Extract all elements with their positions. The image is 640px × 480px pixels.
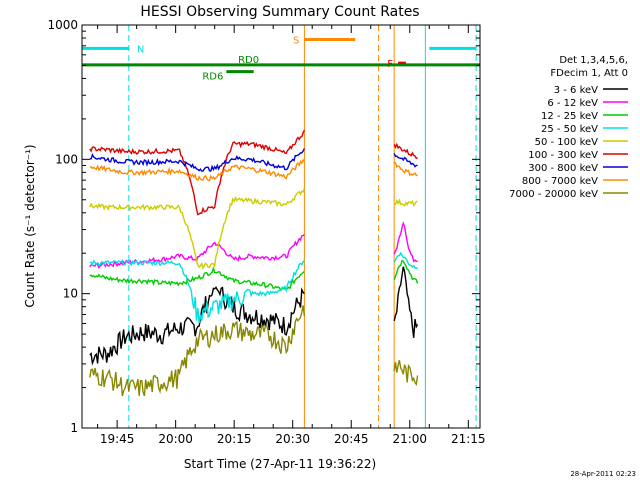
series-line xyxy=(393,153,418,168)
legend-header-2: FDecim 1, Att 0 xyxy=(550,68,628,79)
legend-label: 50 - 100 keV xyxy=(535,137,599,148)
y-axis-label: Count Rate (s⁻¹ detector⁻¹) xyxy=(23,144,37,307)
series-line xyxy=(89,158,305,182)
x-tick-label: 20:30 xyxy=(275,432,310,446)
x-tick-label: 19:45 xyxy=(100,432,135,446)
plot-frame xyxy=(81,24,481,429)
legend: Det 1,3,4,5,6, FDecim 1, Att 0 3 - 6 keV… xyxy=(509,55,628,200)
series-line xyxy=(393,221,418,263)
x-tick-label: 20:00 xyxy=(158,432,193,446)
legend-label: 25 - 50 keV xyxy=(541,124,598,135)
series-line xyxy=(393,161,418,177)
y-axis-ticks: 1 10 100 1000 xyxy=(47,18,480,435)
legend-label: 12 - 25 keV xyxy=(541,111,598,122)
x-tick-label: 21:00 xyxy=(392,432,427,446)
annotation-label: N xyxy=(137,44,144,55)
series-lines xyxy=(89,129,419,397)
y-tick-label: 10 xyxy=(63,287,78,301)
series-line xyxy=(89,266,305,292)
legend-label: 7000 - 20000 keV xyxy=(509,189,598,200)
y-tick-label: 1 xyxy=(70,421,78,435)
series-line xyxy=(89,259,305,324)
x-axis-ticks: 19:45 20:00 20:15 20:30 20:45 21:00 21:15 xyxy=(97,25,486,446)
mode-annotations: NSFRD0RD6 xyxy=(82,35,480,83)
series-line xyxy=(394,198,418,207)
series-line xyxy=(393,142,418,160)
series-line xyxy=(89,286,305,366)
series-line xyxy=(393,251,418,270)
series-line xyxy=(393,259,419,284)
annotation-label: RD0 xyxy=(238,55,259,66)
chart-title: HESSI Observing Summary Count Rates xyxy=(140,4,419,20)
series-line xyxy=(393,360,419,386)
series-line xyxy=(89,148,306,172)
series-line xyxy=(393,266,419,338)
x-axis-label: Start Time (27-Apr-11 19:36:22) xyxy=(184,457,376,471)
legend-label: 3 - 6 keV xyxy=(554,85,598,96)
series-line xyxy=(89,129,306,216)
annotation-label: RD6 xyxy=(202,72,223,83)
legend-label: 800 - 7000 keV xyxy=(522,176,598,187)
x-tick-label: 21:15 xyxy=(451,432,486,446)
vertical-markers xyxy=(81,25,477,428)
legend-label: 100 - 300 keV xyxy=(528,150,598,161)
annotation-label: S xyxy=(293,35,299,46)
series-line xyxy=(89,188,306,270)
y-tick-label: 100 xyxy=(55,152,78,166)
timestamp: 28-Apr-2011 02:23 xyxy=(570,470,636,478)
series-line xyxy=(89,305,306,397)
legend-label: 6 - 12 keV xyxy=(547,98,598,109)
y-tick-label: 1000 xyxy=(47,18,78,32)
legend-header-1: Det 1,3,4,5,6, xyxy=(559,55,628,66)
legend-label: 300 - 800 keV xyxy=(528,163,598,174)
x-tick-label: 20:45 xyxy=(334,432,369,446)
x-tick-label: 20:15 xyxy=(217,432,252,446)
